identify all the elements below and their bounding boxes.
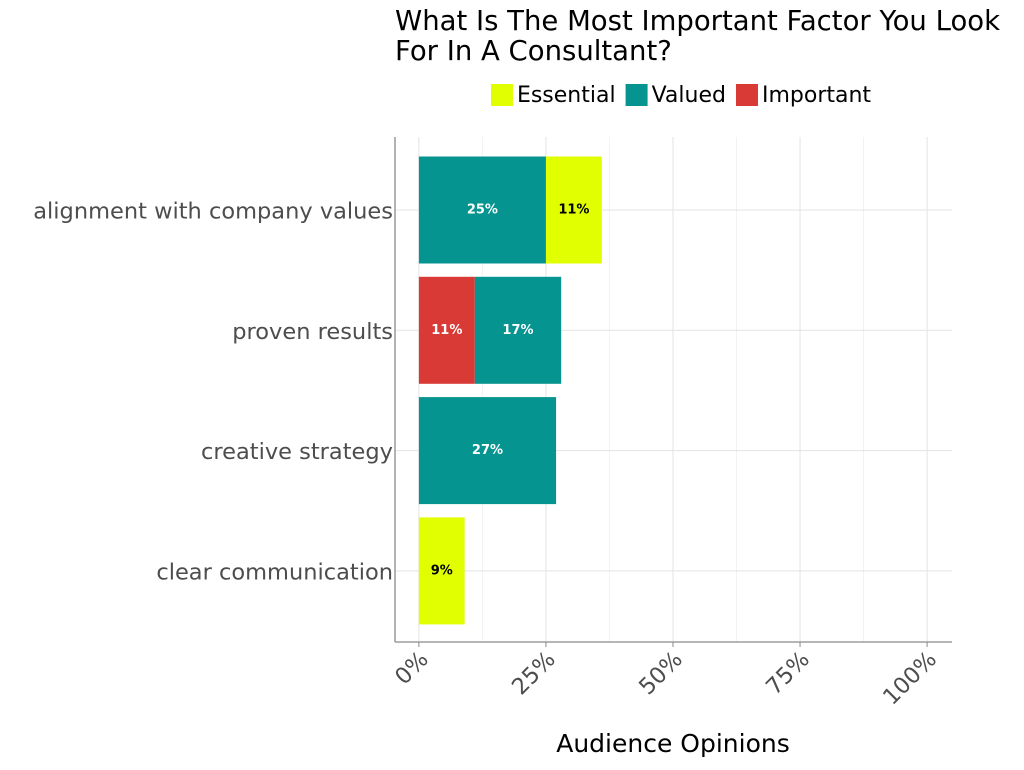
bar-segment <box>474 276 562 384</box>
x-tick-label: 0% <box>390 646 434 690</box>
bar-segment <box>418 517 465 625</box>
chart-title: What Is The Most Important Factor You Lo… <box>395 5 1001 67</box>
y-tick-label: alignment with company values <box>33 199 393 225</box>
x-tick-label: 25% <box>507 646 561 700</box>
bar-segment <box>418 397 557 505</box>
x-tick-label: 100% <box>878 646 942 710</box>
legend-swatch <box>490 84 513 106</box>
data-label: 11% <box>431 323 462 338</box>
y-tick-label: clear communication <box>156 559 393 585</box>
y-tick-label: creative strategy <box>201 439 393 465</box>
x-axis-title: Audience Opinions <box>556 729 790 758</box>
data-label: 25% <box>467 203 498 218</box>
data-label: 17% <box>502 323 533 338</box>
legend-label: Essential <box>517 83 616 108</box>
x-tick-label: 75% <box>761 646 815 700</box>
data-label: 11% <box>558 203 589 218</box>
y-tick-label: proven results <box>232 319 393 345</box>
data-label: 27% <box>472 443 503 458</box>
legend-swatch <box>735 84 758 106</box>
data-label: 9% <box>431 563 453 578</box>
bar-segment <box>545 156 602 264</box>
legend-swatch <box>625 84 648 106</box>
x-tick-label: 50% <box>634 646 688 700</box>
bar-segment <box>418 156 546 264</box>
legend-label: Valued <box>652 83 726 108</box>
legend-label: Important <box>762 83 871 108</box>
bar-segment <box>418 276 475 384</box>
